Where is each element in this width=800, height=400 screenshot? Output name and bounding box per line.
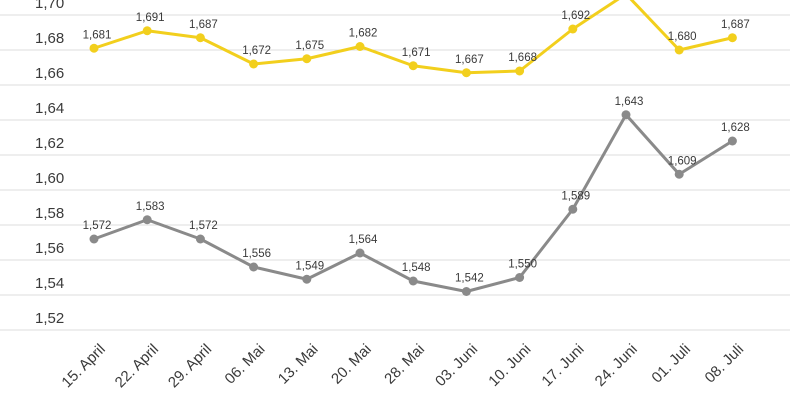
data-point-upper xyxy=(142,26,152,36)
data-label-lower: 1,549 xyxy=(295,260,324,272)
data-point-lower xyxy=(142,215,152,225)
data-label-lower: 1,589 xyxy=(561,190,590,202)
x-tick-label: 20. Mai xyxy=(328,341,375,388)
data-point-lower xyxy=(568,204,578,214)
data-point-lower xyxy=(408,276,418,286)
data-label-lower: 1,548 xyxy=(402,262,431,274)
y-tick-label: 1,60 xyxy=(35,170,64,187)
data-point-lower xyxy=(515,273,525,282)
data-label-upper: 1,668 xyxy=(508,52,537,64)
data-label-upper: 1,682 xyxy=(349,28,378,40)
x-tick-label: 28. Mai xyxy=(381,341,428,388)
y-tick-label: 1,58 xyxy=(35,205,64,222)
data-labels: 1,681 1,691 1,687 1,672 1,675 1,682 1,671 1,667… xyxy=(83,10,750,285)
data-point-upper xyxy=(568,24,578,34)
data-label-upper: 1,691 xyxy=(136,12,165,24)
x-tick-label: 10. Juni xyxy=(485,341,534,390)
y-axis-ticks: 1,52 1,54 1,56 1,58 1,60 1,62 1,64 1,66 1,68 1,70 xyxy=(35,0,64,327)
data-label-upper: 1,681 xyxy=(83,29,112,41)
y-tick-label: 1,56 xyxy=(35,240,64,257)
data-label-lower: 1,609 xyxy=(668,155,697,167)
y-tick-label: 1,54 xyxy=(35,275,64,292)
data-label-lower: 1,564 xyxy=(349,234,378,246)
data-point-upper xyxy=(727,33,737,43)
data-label-upper: 1,671 xyxy=(402,47,431,59)
x-tick-label: 03. Juni xyxy=(432,341,481,390)
data-label-lower: 1,643 xyxy=(615,96,644,108)
x-tick-label: 08. Juli xyxy=(702,341,748,387)
data-point-lower xyxy=(674,169,684,179)
y-tick-label: 1,62 xyxy=(35,135,64,152)
data-label-upper: 1,672 xyxy=(242,45,271,57)
data-label-upper: 1,687 xyxy=(721,19,750,31)
y-tick-label: 1,68 xyxy=(35,30,64,47)
data-point-lower xyxy=(461,287,471,296)
data-point-upper xyxy=(302,54,312,64)
data-label-lower: 1,542 xyxy=(455,273,484,285)
x-tick-label: 22. April xyxy=(112,341,162,391)
data-point-lower xyxy=(302,274,312,284)
series-lines xyxy=(89,0,737,296)
x-tick-label: 29. April xyxy=(165,341,215,391)
data-label-upper: 1,680 xyxy=(668,31,697,43)
data-label-lower: 1,583 xyxy=(136,201,165,213)
data-point-upper xyxy=(355,42,365,51)
data-label-upper: 1,687 xyxy=(189,19,218,31)
data-label-lower: 1,572 xyxy=(83,220,112,232)
data-label-lower: 1,572 xyxy=(189,220,218,232)
x-tick-label: 24. Juni xyxy=(592,341,641,390)
x-tick-label: 17. Juni xyxy=(538,341,587,390)
x-axis-ticks: 15. April 22. April 29. April 06. Mai 13. Ma… xyxy=(58,341,747,391)
y-tick-label: 1,64 xyxy=(35,100,64,117)
data-point-upper xyxy=(515,66,525,76)
data-label-lower: 1,556 xyxy=(242,248,271,260)
data-point-upper xyxy=(461,68,471,78)
data-label-lower: 1,628 xyxy=(721,122,750,134)
x-tick-label: 06. Mai xyxy=(222,341,269,388)
y-tick-label: 1,52 xyxy=(35,310,64,327)
data-label-upper: 1,675 xyxy=(295,40,324,52)
data-point-upper xyxy=(674,45,684,55)
x-tick-label: 13. Mai xyxy=(275,341,322,388)
data-point-lower xyxy=(249,262,259,272)
y-tick-label: 1,70 xyxy=(35,0,64,12)
data-point-upper xyxy=(195,33,205,43)
x-tick-label: 01. Juli xyxy=(648,341,694,387)
x-tick-label: 15. April xyxy=(58,341,108,391)
data-point-lower xyxy=(195,234,205,244)
grid-lines xyxy=(0,14,790,331)
data-point-lower xyxy=(621,110,631,120)
data-point-upper xyxy=(89,43,99,53)
data-point-lower xyxy=(355,248,365,258)
data-label-lower: 1,550 xyxy=(508,259,537,271)
data-label-upper: 1,692 xyxy=(561,10,590,22)
data-point-lower xyxy=(727,136,737,146)
data-point-upper xyxy=(408,61,418,71)
data-point-upper xyxy=(249,59,259,69)
data-point-lower xyxy=(89,234,99,244)
data-label-upper: 1,667 xyxy=(455,54,484,66)
y-tick-label: 1,66 xyxy=(35,65,64,82)
